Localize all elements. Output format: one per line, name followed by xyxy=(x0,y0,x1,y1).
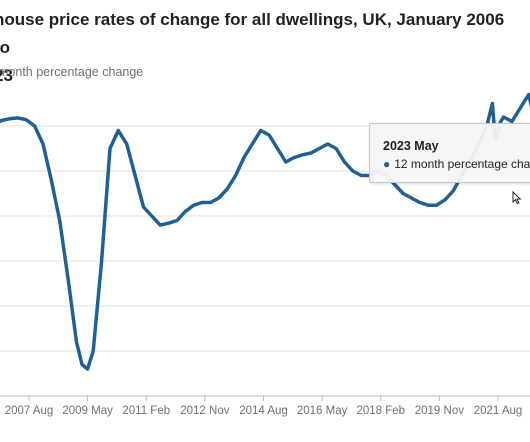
mouse-pointer-icon xyxy=(512,191,522,205)
x-tick-label: 2009 May xyxy=(62,405,113,417)
x-tick-label: 2018 Feb xyxy=(356,405,405,417)
tooltip-series-label: 12 month percentage chan xyxy=(394,157,530,171)
chart-title-line-2: 23 xyxy=(0,66,13,85)
x-tick-label: 2007 Aug xyxy=(5,405,54,417)
x-tick-label: 2014 Aug xyxy=(239,405,288,417)
x-axis-ticks xyxy=(28,396,499,401)
x-axis-tick-labels: 2007 Aug 2009 May 2011 Feb 2012 Nov 2014 Aug… xyxy=(5,405,523,417)
x-tick-label: 2019 Nov xyxy=(415,405,464,417)
chart-tooltip: 2023 May ● 12 month percentage chan xyxy=(369,123,530,183)
x-tick-label: 2016 May xyxy=(297,405,348,417)
chart-title-line-1: house price rates of change for all dwel… xyxy=(0,10,505,57)
series-dot-icon: ● xyxy=(383,157,391,171)
y-axis-label: month percentage change xyxy=(0,65,144,79)
tooltip-series-row: ● 12 month percentage chan xyxy=(383,157,530,171)
chart-title: house price rates of change for all dwel… xyxy=(0,6,514,90)
x-tick-label: 2011 Feb xyxy=(122,405,170,417)
x-tick-label: 2021 Aug xyxy=(474,405,523,417)
series-line-12-month-change[interactable] xyxy=(0,92,530,371)
x-tick-label: 2012 Nov xyxy=(180,405,229,417)
tooltip-date: 2023 May xyxy=(383,139,439,153)
